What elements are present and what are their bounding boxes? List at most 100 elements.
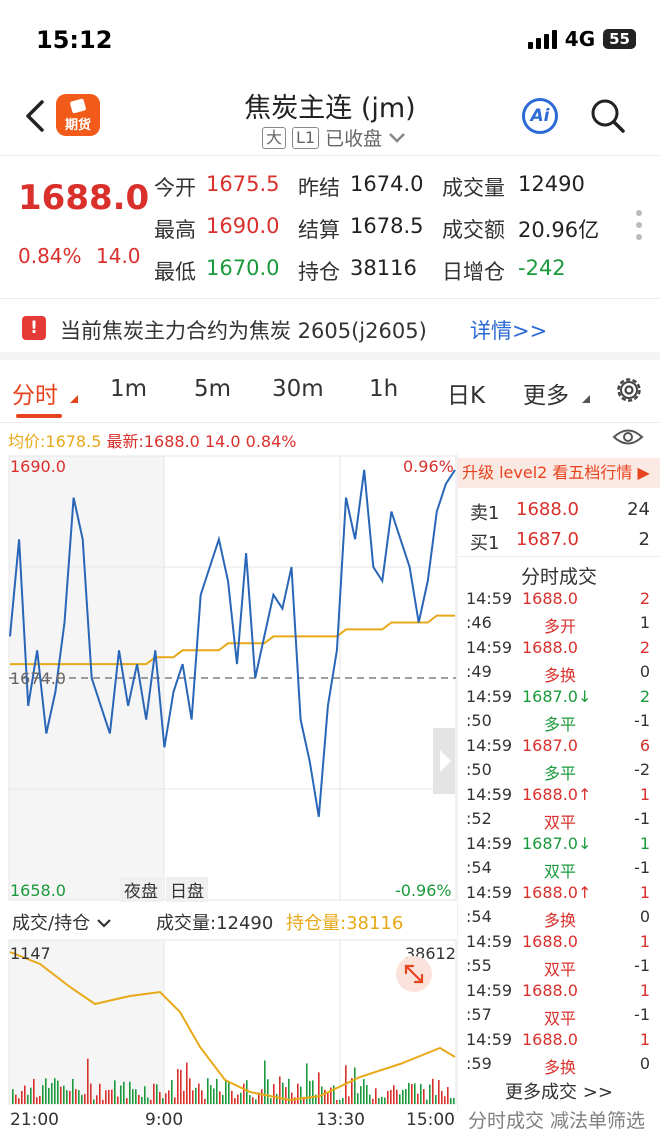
trade-row: 14:59 1687.0 6:50 多平 -2: [462, 736, 656, 785]
volume-bar: [33, 1078, 35, 1104]
trade-kind: 双平: [544, 862, 577, 881]
upgrade-level2-banner[interactable]: 升级 level2 看五档行情 ▶: [458, 458, 660, 488]
more-dots-icon[interactable]: [636, 210, 644, 246]
volume-bars: [12, 1058, 455, 1104]
volume-bar: [264, 1060, 266, 1104]
eye-icon[interactable]: [612, 426, 644, 448]
quote-value: 1690.0: [206, 214, 280, 238]
volume-bar: [111, 1089, 113, 1104]
trades-title: 分时成交: [520, 566, 597, 588]
tag-big: 大: [262, 126, 287, 149]
trade-time: 14:59: [466, 687, 513, 706]
trade-row: 14:59 1688.0 1:55 双平 -1: [462, 932, 656, 981]
notice-details-link[interactable]: 详情>>: [470, 319, 548, 343]
quote-label: 持仓: [298, 260, 340, 284]
night-session-shade-lower: [9, 940, 164, 1104]
signal-icon: [527, 29, 557, 49]
change-amount: 14.0: [96, 244, 141, 268]
volume-bar: [294, 1097, 296, 1104]
network-type: 4G: [564, 27, 596, 51]
volume-bar: [84, 1094, 86, 1104]
volume-bar: [48, 1087, 50, 1104]
volume-bar: [402, 1089, 404, 1104]
volume-bar: [165, 1093, 167, 1104]
play-right-icon: [440, 750, 451, 772]
volume-bar: [372, 1098, 374, 1104]
volume-bar: [222, 1094, 224, 1104]
volume-bar: [387, 1090, 389, 1104]
notice-bar: [0, 298, 660, 360]
trade-row: 14:59 1688.0 1:57 双平 -1: [462, 981, 656, 1030]
volume-bar: [303, 1096, 305, 1104]
volume-bar: [282, 1082, 284, 1104]
volume-bar: [339, 1099, 341, 1104]
quote-label: 日增仓: [442, 260, 505, 284]
tab-30m[interactable]: 30m: [272, 376, 324, 402]
night-session-tag: 夜盘: [120, 877, 162, 902]
volume-bar: [429, 1084, 431, 1104]
trade-price: 1688.0: [522, 932, 578, 951]
volume-bar: [330, 1087, 332, 1104]
intraday-chart[interactable]: [0, 452, 460, 1112]
tab-more[interactable]: 更多: [523, 383, 569, 409]
trade-oi-change: -1: [634, 1005, 650, 1024]
page-title: 焦炭主连 (jm): [244, 93, 416, 124]
volume-bar: [273, 1084, 275, 1104]
y-bottom-label: 1658.0: [10, 881, 66, 900]
volume-bar: [306, 1063, 308, 1104]
tab-1h[interactable]: 1h: [369, 376, 399, 402]
bid-row: 买1 1687.0 2: [470, 529, 650, 555]
more-trades-link[interactable]: 更多成交 >>: [505, 1082, 613, 1103]
trade-seconds: :57: [466, 1005, 492, 1024]
tab-daily-k[interactable]: 日K: [447, 383, 486, 409]
trade-volume: 1: [639, 883, 650, 902]
trade-price: 1687.0↓: [522, 834, 592, 853]
volume-bar: [54, 1078, 56, 1104]
volume-bar: [36, 1097, 38, 1104]
search-icon[interactable]: [590, 98, 626, 134]
trade-volume: 1: [639, 785, 650, 804]
volume-bar: [384, 1097, 386, 1104]
volume-oi-selector[interactable]: 成交/持仓: [12, 909, 112, 935]
volume-bar: [120, 1085, 122, 1104]
trade-time: 14:59: [466, 736, 513, 755]
volume-bar: [390, 1089, 392, 1104]
volume-bar: [147, 1097, 149, 1104]
tab-fenshi[interactable]: 分时: [12, 383, 58, 409]
volume-bar: [240, 1092, 242, 1104]
volume-bar: [18, 1098, 20, 1104]
volume-bar: [285, 1087, 287, 1104]
contract-subtitle[interactable]: 大 L1 已收盘: [262, 124, 406, 151]
trade-volume: 2: [639, 687, 650, 706]
alert-icon: !: [22, 316, 46, 340]
volume-bar: [180, 1069, 182, 1104]
volume-bar: [198, 1083, 200, 1104]
ai-assistant-icon[interactable]: Ai: [522, 98, 558, 134]
volume-bar: [21, 1090, 23, 1104]
trade-kind: 双平: [544, 960, 577, 979]
gear-icon[interactable]: [614, 375, 644, 405]
quote-value: -242: [518, 256, 566, 280]
app-logo[interactable]: 期货: [56, 94, 100, 136]
volume-bar: [300, 1086, 302, 1104]
trade-kind: 多换: [544, 911, 577, 930]
tab-1m[interactable]: 1m: [110, 376, 148, 402]
volume-bar: [24, 1085, 26, 1104]
back-arrow-icon[interactable]: [22, 96, 48, 136]
tab-5m[interactable]: 5m: [194, 376, 232, 402]
quote-value: 1678.5: [350, 214, 424, 238]
volume-bar: [399, 1094, 401, 1104]
quote-label: 最高: [154, 218, 196, 242]
volume-bar: [249, 1095, 251, 1104]
volume-bar: [105, 1090, 107, 1104]
volume-bar: [183, 1090, 185, 1104]
chevron-down-icon: [97, 919, 111, 928]
trade-row: 14:59 1688.0 1:59 多换 0: [462, 1030, 656, 1079]
volume-bar: [39, 1095, 41, 1104]
trade-oi-change: 0: [639, 662, 650, 681]
volume-bar: [189, 1078, 191, 1104]
tag-level: L1: [292, 126, 320, 149]
volume-bar: [243, 1083, 245, 1104]
expand-icon[interactable]: [396, 956, 432, 992]
volume-bar: [261, 1089, 263, 1104]
